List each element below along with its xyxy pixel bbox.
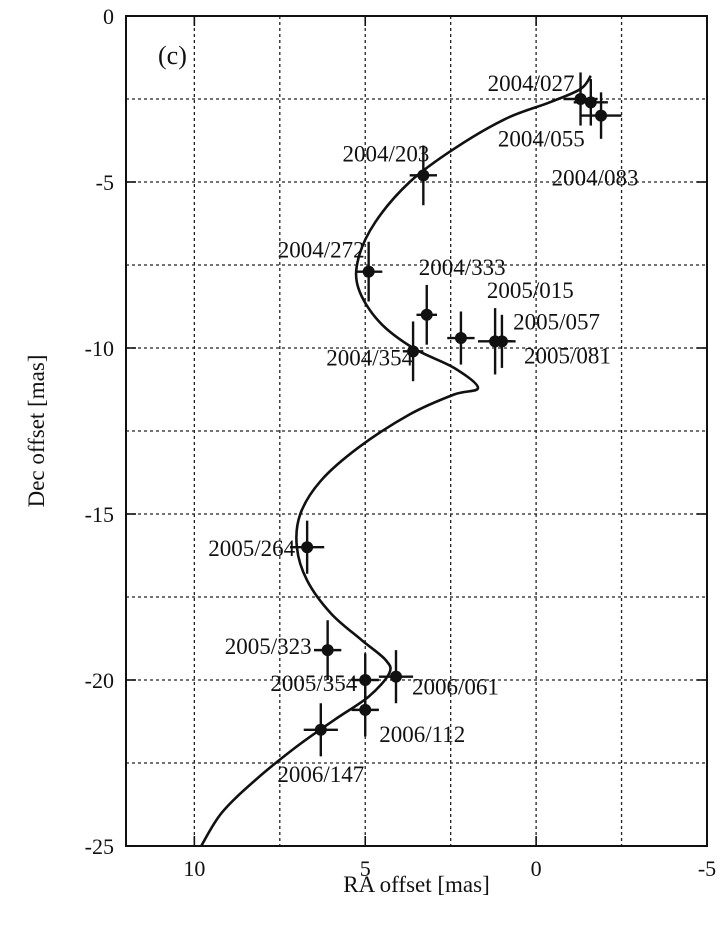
point-marker — [407, 345, 420, 358]
point-label: 2005/015 — [487, 278, 574, 303]
data-point: 2004/083 — [552, 92, 639, 191]
data-point: 2004/354 — [326, 321, 424, 382]
point-marker — [362, 265, 375, 278]
point-marker — [314, 723, 327, 736]
point-marker — [359, 703, 372, 716]
point-marker — [584, 96, 597, 109]
point-label: 2006/061 — [412, 675, 499, 700]
data-point: 2005/015 — [447, 278, 574, 365]
panel-label: (c) — [158, 41, 187, 70]
y-tick-label: -25 — [85, 834, 114, 859]
y-axis-title: Dec offset [mas] — [24, 355, 49, 508]
point-label: 2005/354 — [270, 671, 357, 696]
point-marker — [595, 109, 608, 122]
y-tick-label: -15 — [85, 502, 114, 527]
data-point: 2004/203 — [342, 141, 438, 206]
point-label: 2005/323 — [225, 634, 312, 659]
point-label: 2004/354 — [326, 345, 413, 370]
data-points-layer: 2004/027 2004/055 2004/083 2004/203 2004/272… — [208, 71, 638, 787]
data-point: 2006/112 — [351, 683, 465, 747]
x-tick-label: 5 — [360, 856, 371, 881]
data-point: 2006/061 — [378, 650, 499, 704]
x-tick-label: -5 — [698, 856, 716, 881]
point-marker — [417, 169, 430, 182]
point-marker — [495, 335, 508, 348]
point-label: 2004/027 — [488, 71, 575, 96]
y-tick-label: -5 — [96, 170, 114, 195]
point-marker — [389, 670, 402, 683]
point-label: 2004/055 — [498, 126, 585, 151]
point-label: 2005/081 — [524, 343, 611, 368]
axis-ticks: 10 5 0 -5 0 -5 -10 -15 -20 -25 — [85, 4, 716, 881]
point-marker — [359, 674, 372, 686]
data-point: 2004/027 — [488, 71, 598, 126]
x-tick-label: 10 — [183, 856, 205, 881]
plot-frame — [125, 15, 708, 847]
data-point: 2006/147 — [277, 703, 364, 787]
data-point: 2005/081 — [488, 314, 611, 368]
data-point: 2005/323 — [225, 620, 342, 680]
point-marker — [301, 541, 314, 554]
point-label: 2006/147 — [277, 762, 364, 787]
point-label: 2005/264 — [208, 536, 295, 561]
point-marker — [321, 644, 334, 657]
point-label: 2005/057 — [513, 309, 600, 334]
data-point: 2005/264 — [208, 520, 325, 574]
point-marker — [454, 332, 467, 345]
point-label: 2004/203 — [342, 141, 429, 166]
data-point: 2004/333 — [416, 255, 506, 345]
x-axis-title: RA offset [mas] — [343, 872, 490, 897]
data-point: 2005/057 — [478, 308, 600, 375]
point-label: 2004/083 — [552, 166, 639, 191]
point-marker — [420, 308, 433, 321]
data-point: 2005/354 — [270, 653, 379, 707]
point-label: 2004/333 — [419, 255, 506, 280]
point-label: 2004/272 — [278, 238, 365, 263]
y-tick-label: -20 — [85, 668, 114, 693]
data-point: 2004/272 — [278, 238, 383, 302]
x-tick-label: 0 — [531, 856, 542, 881]
point-label: 2006/112 — [379, 722, 465, 747]
y-tick-label: -10 — [85, 336, 114, 361]
y-tick-label: 0 — [103, 4, 114, 29]
